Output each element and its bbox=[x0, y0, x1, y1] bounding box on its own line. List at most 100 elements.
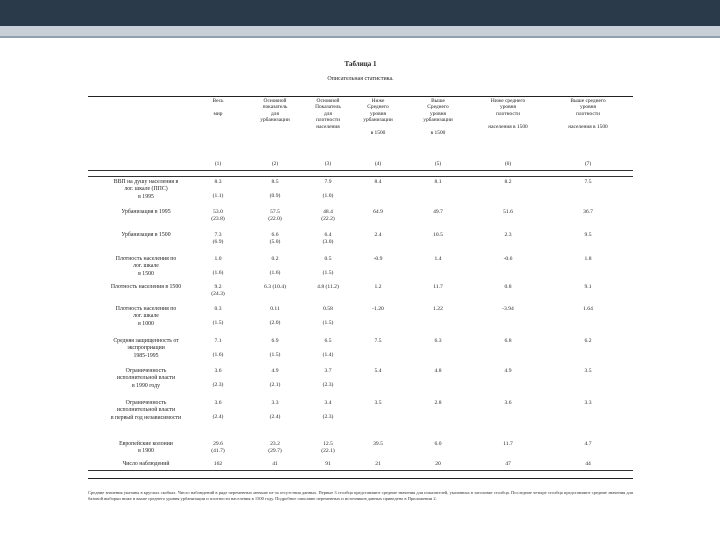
table-footnote: Средние значения указаны в круглых скобк… bbox=[88, 490, 633, 501]
row-label: Европейские колонии в 1900 bbox=[119, 441, 173, 455]
scanned-table-document: Таблица 1 Описательная статистика. Весь … bbox=[88, 58, 633, 520]
column-index-3: (3) bbox=[324, 161, 332, 167]
column-index-6: (6) bbox=[504, 161, 512, 167]
table-cell: 44 bbox=[585, 461, 591, 467]
row-label: Число наблюдений bbox=[122, 461, 170, 467]
row-label: Плотность населения в 1500 bbox=[110, 284, 182, 290]
table-cell: 162 bbox=[213, 461, 223, 467]
table-cell: 3.3 bbox=[584, 400, 592, 406]
table-cell: 9.5 bbox=[584, 232, 592, 238]
table-cell: 6.3 (10.4) bbox=[264, 284, 286, 290]
table-cell: 4.9 (2.1) bbox=[269, 368, 281, 388]
table-cell: 49.7 bbox=[433, 209, 443, 215]
table-cell: 3.5 bbox=[584, 368, 592, 374]
slide-header-bar bbox=[0, 0, 720, 26]
table-cell: 0.5 (1.5) bbox=[322, 256, 334, 276]
table-cell: 1.0 (1.6) bbox=[212, 256, 224, 276]
table-cell: 36.7 bbox=[583, 209, 593, 215]
table-cell: 41 bbox=[272, 461, 278, 467]
table-cell: 51.6 bbox=[503, 209, 513, 215]
column-index-1: (1) bbox=[214, 161, 222, 167]
table-cell: 3.5 bbox=[374, 400, 382, 406]
table-cell: 6.6 (5.0) bbox=[269, 232, 281, 245]
table-cell: 8.3 (1.1) bbox=[212, 179, 224, 199]
table-cell: 57.5 (22.0) bbox=[268, 209, 282, 222]
table-cell: 39.5 bbox=[373, 441, 383, 447]
table-cell: 7.1 (1.6) bbox=[212, 338, 224, 358]
row-label: Плотность населения по лог. шкале в 1000 bbox=[115, 306, 177, 327]
table-cell: 12.5 (22.1) bbox=[321, 441, 335, 454]
table-cell: 9.1 bbox=[584, 284, 592, 290]
table-cell: 48.4 (22.2) bbox=[321, 209, 335, 222]
table-cell: 7.5 bbox=[584, 179, 592, 185]
table-cell: 3.6 (2.3) bbox=[212, 368, 224, 388]
table-cell: 11.7 bbox=[433, 284, 443, 290]
table-cell: 6.2 bbox=[584, 338, 592, 344]
row-label: Ограниченность исполнительной власти в 1… bbox=[116, 368, 176, 389]
table-cell: 0.58 (1.5) bbox=[322, 306, 334, 326]
table-cell: 7.9 (1.0) bbox=[322, 179, 334, 199]
table-cell: 8.4 bbox=[374, 179, 382, 185]
table-cell: 0.11 (2.0) bbox=[269, 306, 281, 326]
table-cell: 6.3 bbox=[434, 338, 442, 344]
table-cell: 7.5 bbox=[374, 338, 382, 344]
table-cell: 29.6 (41.7) bbox=[211, 441, 225, 454]
table-cell: 8.2 bbox=[504, 179, 512, 185]
table-cell: 1.2 bbox=[374, 284, 382, 290]
table-cell: 53.0 (23.8) bbox=[211, 209, 225, 222]
row-label: Урбанизация в 1995 bbox=[121, 209, 171, 215]
table-cell: 3.6 bbox=[504, 400, 512, 406]
table-cell: 6.9 (1.5) bbox=[269, 338, 281, 358]
table-cell: 3.4 (2.3) bbox=[322, 400, 334, 420]
column-header-5: Выше Среднего уровня урбанизации в 1500 bbox=[423, 98, 453, 137]
table-cell: 4.8 bbox=[434, 368, 442, 374]
table-cell: 6.5 (1.4) bbox=[322, 338, 334, 358]
column-index-5: (5) bbox=[434, 161, 442, 167]
row-label: Средняя защищенность от экспроприации 19… bbox=[113, 338, 179, 359]
table-cell: 0.8 bbox=[504, 284, 512, 290]
table-number: Таблица 1 bbox=[344, 60, 377, 68]
table-cell: 11.7 bbox=[503, 441, 513, 447]
table-cell: 6.8 bbox=[504, 338, 512, 344]
table-cell: 4.8 (11.2) bbox=[317, 284, 339, 290]
table-bottom-rule-2 bbox=[88, 478, 633, 479]
table-cell: -0.6 bbox=[503, 256, 513, 262]
row-label: Ограниченность исполнительной власти в п… bbox=[110, 400, 182, 421]
column-header-6: Ниже среднего уровня плотности населения… bbox=[488, 98, 528, 130]
table-cell: 3.7 (2.3) bbox=[322, 368, 334, 388]
table-cell: 21 bbox=[375, 461, 381, 467]
header-rule-lower bbox=[88, 176, 633, 177]
slide-header-accent-line bbox=[0, 36, 720, 38]
column-index-2: (2) bbox=[271, 161, 279, 167]
table-cell: -1.20 bbox=[372, 306, 384, 312]
column-header-7: Выше среднего уровня плотности населения… bbox=[568, 98, 608, 130]
column-index-7: (7) bbox=[584, 161, 592, 167]
table-cell: 2.3 bbox=[504, 232, 512, 238]
row-label: Урбанизация в 1500 bbox=[121, 232, 171, 238]
column-header-3: Основной Показатель для плотности населе… bbox=[315, 98, 341, 130]
table-cell: 2.8 bbox=[434, 400, 442, 406]
table-top-rule bbox=[88, 96, 633, 97]
table-cell: 5.4 bbox=[374, 368, 382, 374]
table-cell: 1.8 bbox=[584, 256, 592, 262]
table-cell: 91 bbox=[325, 461, 331, 467]
table-cell: 2.4 bbox=[374, 232, 382, 238]
table-cell: 9.2 (24.3) bbox=[211, 284, 225, 297]
table-cell: 8.1 bbox=[434, 179, 442, 185]
column-header-1: Весь мир bbox=[212, 98, 224, 117]
table-caption: Описательная статистика. bbox=[327, 76, 394, 82]
table-cell: 20 bbox=[435, 461, 441, 467]
column-index-4: (4) bbox=[374, 161, 382, 167]
table-cell: 0.3 (1.5) bbox=[212, 306, 224, 326]
table-cell: -3.94 bbox=[502, 306, 514, 312]
table-cell: 4.7 bbox=[584, 441, 592, 447]
table-bottom-rule-1 bbox=[88, 470, 633, 471]
slide-header-band bbox=[0, 26, 720, 36]
table-cell: 4.9 bbox=[504, 368, 512, 374]
table-cell: 1.4 bbox=[434, 256, 442, 262]
table-cell: 47 bbox=[505, 461, 511, 467]
table-cell: 6.4 (3.0) bbox=[322, 232, 334, 245]
table-cell: -0.9 bbox=[373, 256, 383, 262]
table-cell: 8.5 (0.9) bbox=[269, 179, 281, 199]
table-cell: 1.22 bbox=[433, 306, 443, 312]
